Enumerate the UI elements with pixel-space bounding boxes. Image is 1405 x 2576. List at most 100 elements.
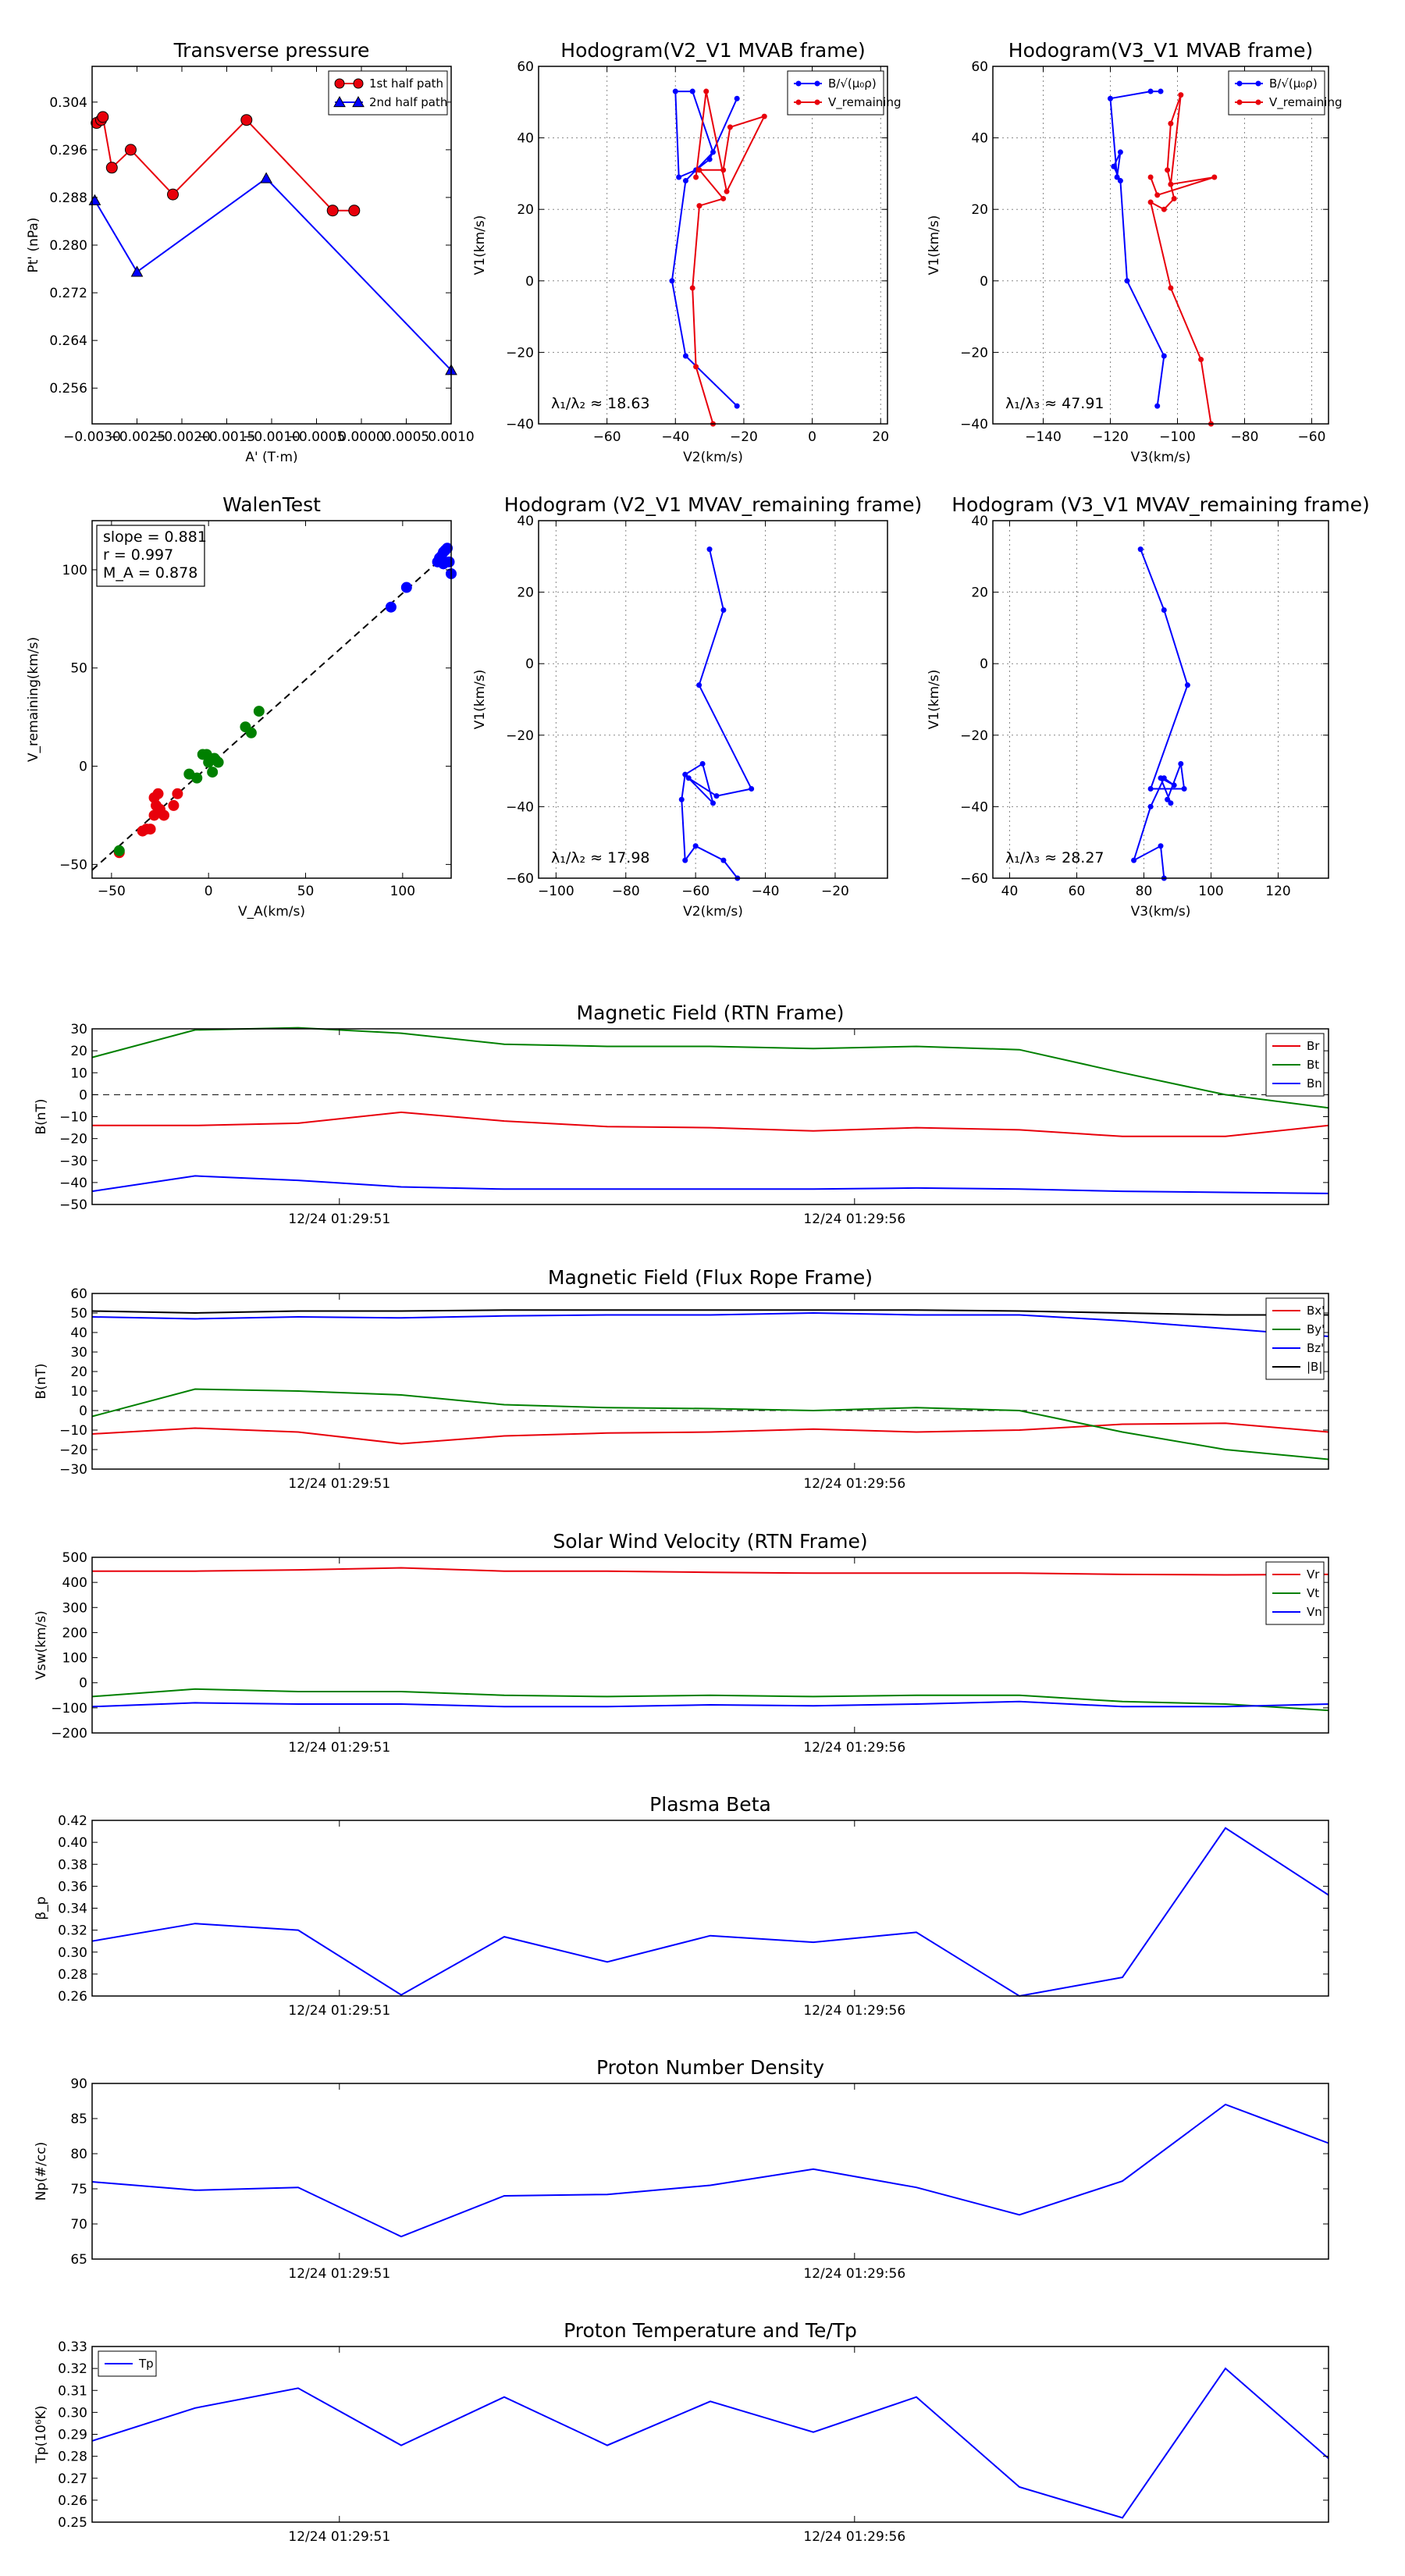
- x-axis-label: V2(km/s): [683, 904, 743, 920]
- y-tick-label: 0.26: [58, 1989, 87, 2005]
- x-tick-label: 50: [297, 884, 315, 899]
- series-line: [692, 91, 767, 425]
- x-tick-label: 0: [205, 884, 213, 899]
- data-point: [1147, 803, 1154, 809]
- axes-frame: [538, 520, 888, 879]
- eigenvalue-ratio: λ₁/λ₂ ≈ 18.63: [551, 395, 650, 412]
- data-point: [734, 95, 740, 101]
- fit-line: [91, 549, 452, 871]
- chart-title: Proton Number Density: [596, 2056, 824, 2079]
- y-tick-label: 40: [517, 131, 534, 147]
- y-tick-label: −40: [59, 1176, 87, 1191]
- y-tick-label: 0: [525, 274, 534, 290]
- legend-label: By': [1307, 1322, 1325, 1336]
- x-tick-label: −20: [821, 884, 849, 899]
- data-point: [1161, 206, 1167, 212]
- y-tick-label: 30: [70, 1022, 87, 1037]
- series-line: [92, 1111, 1329, 1137]
- y-tick-label: −50: [59, 1197, 87, 1213]
- x-tick-label: 80: [1136, 884, 1153, 899]
- y-tick-label: −20: [506, 728, 534, 744]
- x-tick-label: 0.0010: [428, 429, 474, 445]
- eigenvalue-ratio: λ₁/λ₂ ≈ 17.98: [551, 849, 650, 866]
- y-axis-label: Vsw(km/s): [34, 1610, 49, 1680]
- y-tick-label: 200: [62, 1625, 87, 1641]
- data-point: [1168, 181, 1174, 187]
- y-tick-label: 100: [62, 1651, 87, 1667]
- x-tick-label: −40: [752, 884, 780, 899]
- chart-walen-test: WalenTest V_A(km/s) V_remaining(km/s) −50 0 5…: [26, 493, 457, 920]
- legend-label: Br: [1307, 1039, 1320, 1053]
- x-tick-label: 12/24 01:29:56: [803, 1212, 905, 1227]
- y-tick-label: −20: [59, 1443, 87, 1458]
- data-point: [727, 124, 733, 130]
- data-point: [124, 144, 137, 156]
- y-tick-label: 0.40: [58, 1835, 87, 1851]
- y-tick-label: 10: [70, 1066, 87, 1081]
- y-tick-label: −40: [960, 417, 988, 432]
- stats-line: r = 0.997: [103, 546, 173, 564]
- y-axis-label: V1(km/s): [927, 670, 942, 730]
- stats-line: slope = 0.881: [103, 528, 207, 546]
- x-axis-label: V2(km/s): [683, 450, 743, 465]
- eigenvalue-ratio: λ₁/λ₃ ≈ 28.27: [1005, 849, 1104, 866]
- data-point: [676, 174, 682, 180]
- triangle-marker: [333, 95, 346, 108]
- legend-label: B/√(μ₀ρ): [828, 76, 877, 91]
- data-point: [703, 88, 710, 94]
- chart-title: Hodogram (V2_V1 MVAV_remaining frame): [504, 493, 923, 516]
- y-tick-label: 0.38: [58, 1857, 87, 1873]
- x-tick-label: −120: [1092, 429, 1129, 445]
- data-point: [1165, 167, 1171, 173]
- axes-frame: [91, 1293, 1329, 1470]
- y-tick-label: 60: [70, 1286, 87, 1302]
- data-point: [152, 788, 164, 799]
- data-point: [168, 799, 180, 811]
- triangle-marker: [352, 95, 365, 108]
- axes-frame: [91, 2346, 1329, 2523]
- triangle-marker: [130, 265, 144, 277]
- data-point: [1108, 95, 1113, 101]
- x-tick-label: 0.0000: [338, 429, 384, 445]
- x-tick-label: 12/24 01:29:51: [288, 1740, 390, 1756]
- x-tick-label: −0.0030: [63, 429, 121, 445]
- y-tick-label: 0.32: [58, 2361, 87, 2377]
- x-axis-label: A' (T·m): [245, 450, 297, 465]
- x-tick-label: −0.0020: [153, 429, 211, 445]
- legend: [1228, 70, 1325, 116]
- y-tick-label: 80: [70, 2147, 87, 2162]
- x-tick-label: 12/24 01:29:56: [803, 1740, 905, 1756]
- y-tick-label: 20: [971, 202, 988, 218]
- series-line: [91, 1827, 1329, 1998]
- series-line: [96, 115, 354, 212]
- data-point: [720, 167, 727, 173]
- data-point: [1147, 88, 1154, 94]
- y-tick-label: −60: [960, 871, 988, 887]
- y-tick-label: 0.288: [49, 190, 87, 206]
- y-tick-label: −20: [960, 345, 988, 361]
- y-tick-label: 0: [980, 656, 988, 672]
- series-line: [1109, 91, 1165, 407]
- data-point: [689, 285, 695, 291]
- y-tick-label: 0.304: [49, 95, 87, 111]
- data-point: [172, 788, 183, 799]
- data-point: [682, 178, 688, 184]
- y-tick-label: 20: [70, 1044, 87, 1059]
- y-tick-label: 0: [79, 1087, 87, 1103]
- data-point: [1184, 682, 1190, 688]
- series-line: [1132, 549, 1189, 879]
- chart-transverse-pressure: Transverse pressure A' (T·m) Pt' (nPa) 0.25…: [26, 39, 475, 465]
- data-point: [158, 809, 169, 821]
- x-tick-label: −80: [1231, 429, 1259, 445]
- data-point: [1114, 174, 1120, 180]
- y-tick-label: −10: [59, 1110, 87, 1126]
- legend-marker: [795, 99, 802, 105]
- data-point: [693, 364, 699, 370]
- y-tick-label: −20: [59, 1132, 87, 1147]
- legend-label: |B|: [1307, 1360, 1322, 1374]
- legend-label: V_remaining: [828, 95, 902, 110]
- series-line: [91, 1388, 1329, 1461]
- y-tick-label: −20: [960, 728, 988, 744]
- axes-frame: [992, 66, 1329, 425]
- data-point: [1131, 857, 1137, 863]
